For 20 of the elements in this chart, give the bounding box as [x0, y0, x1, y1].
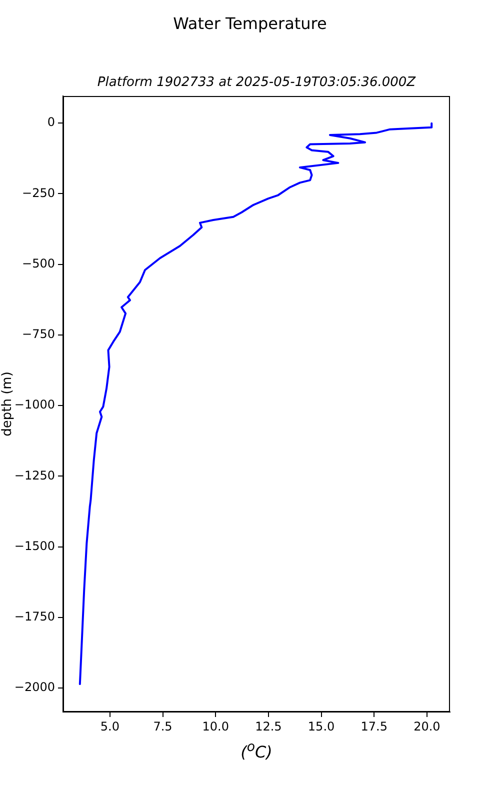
- chart-title: Water Temperature: [172, 14, 328, 33]
- chart-subtitle: Platform 1902733 at 2025-05-19T03:05:36.000Z: [96, 75, 417, 90]
- y-axis-title: depth (m): [0, 372, 16, 436]
- x-axis-title: ($^{o}$C): [240, 740, 274, 762]
- y-tick-label: 0: [47, 115, 55, 130]
- x-tick-label: 17.5: [360, 719, 388, 734]
- x-tick-label: 15.0: [308, 719, 335, 734]
- x-tick-label: 12.5: [255, 719, 282, 734]
- y-tick-label: −750: [22, 327, 55, 342]
- y-tick-label: −1250: [14, 468, 55, 482]
- x-tick-label: 10.0: [202, 719, 229, 734]
- y-tick-label: −500: [22, 256, 55, 270]
- y-tick-label: −1500: [14, 538, 55, 553]
- x-tick-label: 5.0: [100, 719, 120, 734]
- y-tick-label: −2000: [14, 680, 55, 694]
- y-tick-label: −250: [22, 186, 55, 200]
- x-tick-label: 20.0: [414, 719, 440, 734]
- x-tick-label: 7.5: [153, 719, 172, 734]
- y-tick-label: −1750: [14, 610, 55, 624]
- y-tick-label: −1000: [14, 398, 55, 412]
